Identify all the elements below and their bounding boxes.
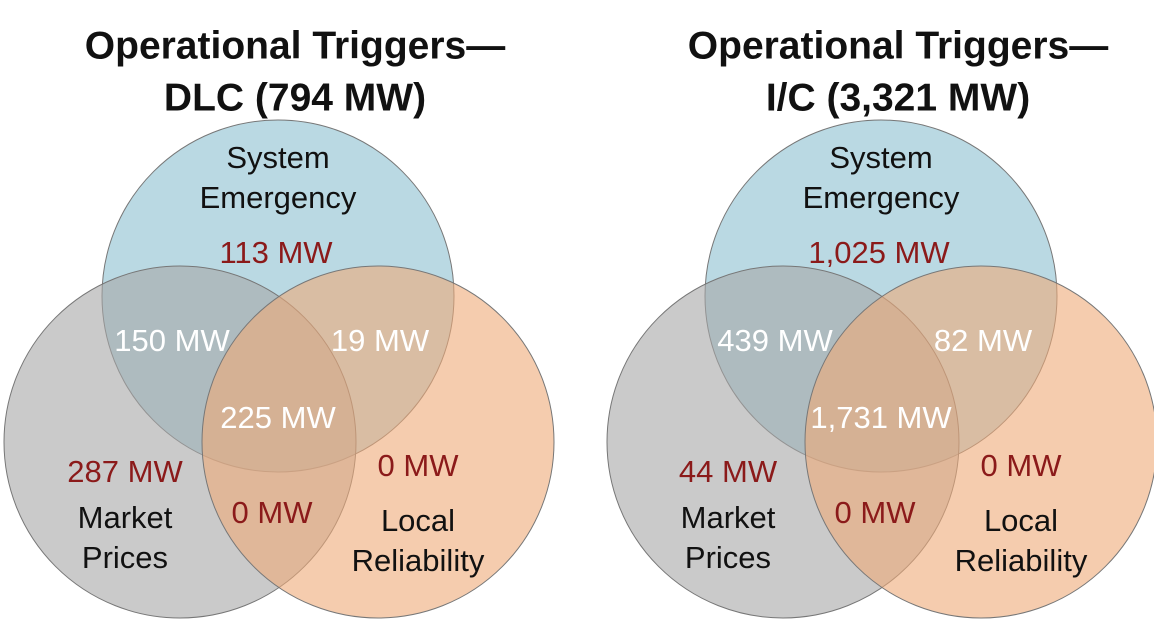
region-value: 225 MW <box>220 400 336 435</box>
region-value: 439 MW <box>717 323 833 358</box>
region-value: 287 MW <box>67 454 183 489</box>
set-label: Market <box>78 500 173 535</box>
set-label: Reliability <box>955 543 1088 578</box>
region-value: 0 MW <box>232 495 314 530</box>
region-value: 1,025 MW <box>808 235 950 270</box>
region-value: 150 MW <box>114 323 230 358</box>
region-value: 19 MW <box>331 323 430 358</box>
set-label: Market <box>681 500 776 535</box>
set-label: System <box>829 140 932 175</box>
region-value: 0 MW <box>981 448 1063 483</box>
region-value: 1,731 MW <box>810 400 952 435</box>
set-label: Local <box>381 503 455 538</box>
diagram-title: Operational Triggers— <box>688 24 1108 67</box>
diagram-title: DLC (794 MW) <box>164 76 426 119</box>
diagram-title: I/C (3,321 MW) <box>766 76 1030 119</box>
set-label: Emergency <box>200 180 357 215</box>
region-value: 44 MW <box>679 454 778 489</box>
diagram-title: Operational Triggers— <box>85 24 505 67</box>
region-value: 0 MW <box>835 495 917 530</box>
set-label: Prices <box>685 540 771 575</box>
set-label: Reliability <box>352 543 485 578</box>
set-circle <box>804 265 1154 619</box>
set-label: Local <box>984 503 1058 538</box>
region-value: 113 MW <box>219 235 333 270</box>
region-value: 82 MW <box>934 323 1033 358</box>
set-label: Emergency <box>803 180 960 215</box>
set-label: System <box>226 140 329 175</box>
set-label: Prices <box>82 540 168 575</box>
region-value: 0 MW <box>378 448 460 483</box>
set-circle <box>201 265 555 619</box>
